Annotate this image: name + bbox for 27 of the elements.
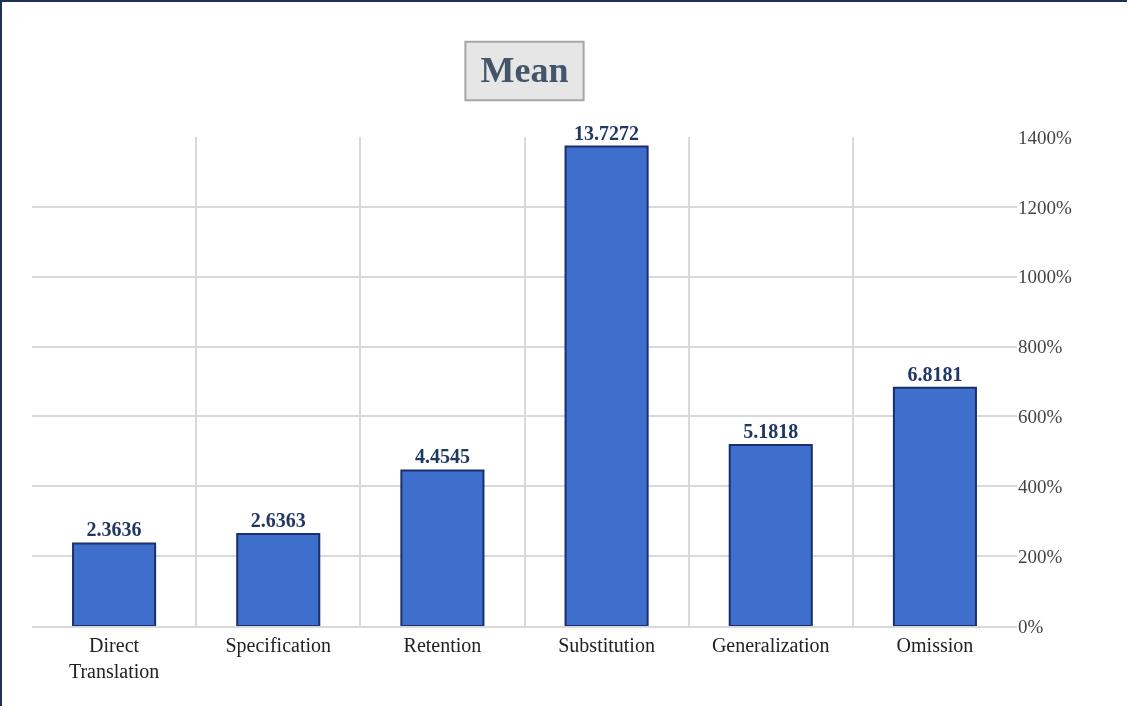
chart-title: Mean <box>480 50 569 91</box>
y-tick-label: 400% <box>1018 475 1063 497</box>
bar <box>728 444 813 626</box>
data-label: 5.1818 <box>743 420 799 443</box>
bar <box>400 469 485 626</box>
y-tick-label: 0% <box>1018 615 1044 637</box>
data-label: 2.6363 <box>250 508 306 531</box>
y-tick-label: 200% <box>1018 545 1063 567</box>
bar <box>236 532 321 626</box>
y-tick-label: 1400% <box>1018 126 1072 148</box>
data-label: 13.7272 <box>574 121 640 144</box>
bar <box>72 542 157 626</box>
x-tick-label: Omission <box>896 634 974 656</box>
y-tick-label: 1200% <box>1018 196 1072 218</box>
data-label: 6.8181 <box>907 362 963 385</box>
y-tick-label: 800% <box>1018 336 1063 358</box>
data-label: 4.4545 <box>414 445 470 468</box>
x-tick-label: Generalization <box>711 634 830 656</box>
bar <box>892 386 977 626</box>
x-tick-label: Direct Translation <box>68 634 160 682</box>
x-tick-label: Retention <box>403 634 482 656</box>
data-label: 2.3636 <box>86 518 142 541</box>
y-tick-label: 600% <box>1018 406 1063 428</box>
y-tick-label: 1000% <box>1018 266 1072 288</box>
x-tick-label: Substitution <box>558 634 655 656</box>
x-tick-label: Specification <box>225 634 332 657</box>
bar <box>564 145 649 626</box>
